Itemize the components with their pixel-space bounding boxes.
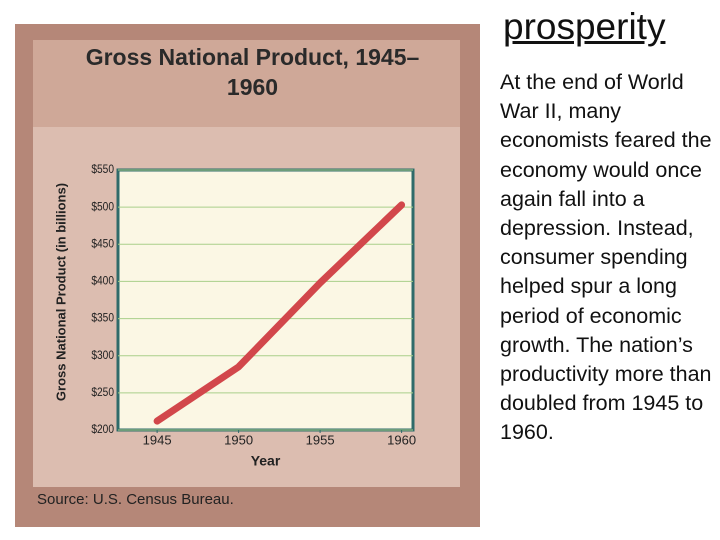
source: Source: U.S. Census Bureau. xyxy=(37,491,234,508)
y-tick-label: $550 xyxy=(91,163,114,176)
heading: prosperity xyxy=(503,6,666,47)
y-tick-label: $400 xyxy=(91,275,114,288)
body-text: At the end of World War II, many economi… xyxy=(500,70,712,445)
x-tick-label: 1950 xyxy=(224,432,253,447)
line xyxy=(153,201,406,425)
y-tick-label: $450 xyxy=(91,238,114,251)
y-tick-label: $250 xyxy=(91,386,114,399)
x-tick-label: 1945 xyxy=(143,432,172,447)
x-tick-label: 1960 xyxy=(387,432,416,447)
plot-area xyxy=(116,168,415,432)
y-tick-label: $200 xyxy=(91,423,114,436)
x-tick-label: 1955 xyxy=(306,432,335,447)
y-tick-label: $350 xyxy=(91,312,114,325)
y-axis-label: Gross National Product (in billions) xyxy=(53,183,68,401)
x-axis-label: Year xyxy=(251,453,281,469)
y-tick-label: $500 xyxy=(91,201,114,214)
y-tick-label: $300 xyxy=(91,349,114,362)
chart-title: Gross National Product, 1945–1960 xyxy=(85,44,420,100)
